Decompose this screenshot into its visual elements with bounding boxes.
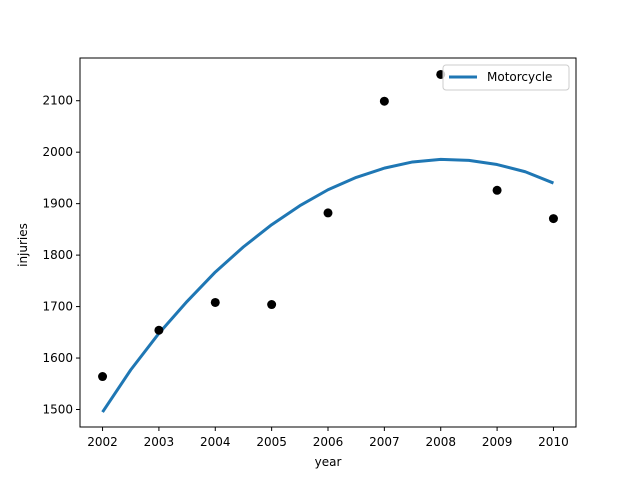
y-tick-label-1600: 1600 xyxy=(42,351,73,365)
x-tick-label-2008: 2008 xyxy=(425,435,456,449)
data-point-2002 xyxy=(98,372,108,382)
legend-label-motorcycle: Motorcycle xyxy=(487,70,552,84)
data-point-2007 xyxy=(379,96,389,106)
legend-box xyxy=(442,64,570,91)
data-point-2004 xyxy=(210,297,220,307)
data-point-2003 xyxy=(154,325,164,335)
x-axis-label: year xyxy=(315,455,342,469)
x-tick-label-2002: 2002 xyxy=(87,435,118,449)
x-tick-label-2005: 2005 xyxy=(256,435,287,449)
y-tick-label-1700: 1700 xyxy=(42,300,73,314)
y-axis-label: injuries xyxy=(16,223,30,267)
axes: 2002 2003 2004 2005 2006 2007 2008 2009 2010 1500… xyxy=(42,57,577,449)
y-tick-label-2100: 2100 xyxy=(42,94,73,108)
plot-area xyxy=(98,69,558,413)
data-point-2009 xyxy=(492,185,502,195)
y-tick-label-1900: 1900 xyxy=(42,197,73,211)
x-tick-label-2010: 2010 xyxy=(538,435,569,449)
data-point-2006 xyxy=(323,208,333,218)
series-line-motorcycle xyxy=(101,157,555,413)
data-point-2005 xyxy=(267,300,277,310)
y-tick-label-1500: 1500 xyxy=(42,403,73,417)
y-tick-label-2000: 2000 xyxy=(42,145,73,159)
y-tick-label-1800: 1800 xyxy=(42,248,73,262)
legend: Motorcycle xyxy=(442,64,570,91)
data-point-2010 xyxy=(548,214,558,224)
x-tick-label-2003: 2003 xyxy=(144,435,175,449)
x-tick-label-2004: 2004 xyxy=(200,435,231,449)
x-tick-label-2006: 2006 xyxy=(313,435,344,449)
x-tick-label-2007: 2007 xyxy=(369,435,400,449)
x-tick-label-2009: 2009 xyxy=(482,435,513,449)
